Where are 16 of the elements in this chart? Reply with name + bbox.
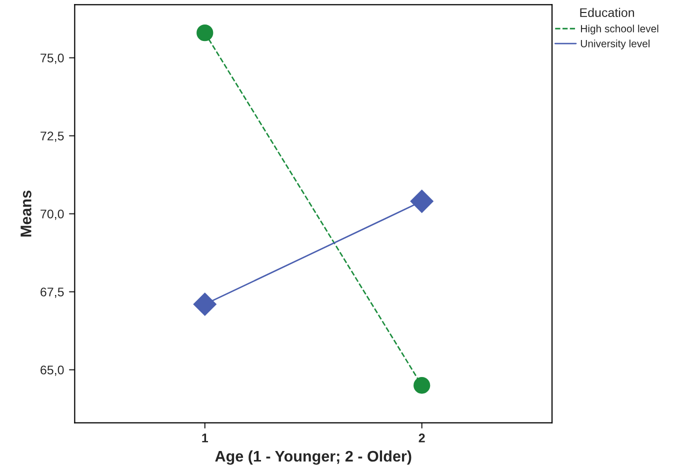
x-tick-label: 2 xyxy=(418,434,425,442)
y-tick-label: 67,5 xyxy=(40,288,64,298)
y-tick-label: 65,0 xyxy=(40,366,64,376)
point xyxy=(410,190,434,213)
y-tick-label: 75,0 xyxy=(40,54,64,64)
point xyxy=(193,292,216,316)
point xyxy=(196,24,214,42)
y-tick-label: 72,5 xyxy=(40,132,64,142)
x-axis-title: Age (1 - Younger; 2 - Older) xyxy=(215,450,412,465)
point xyxy=(414,377,430,394)
legend-title: Education xyxy=(580,8,634,18)
legend-label: University level xyxy=(580,40,650,50)
x-tick-label: 1 xyxy=(202,434,208,442)
y-tick-label: 70,0 xyxy=(40,210,64,220)
legend-label: High school level xyxy=(581,24,658,34)
y-axis-title: Means xyxy=(20,190,32,237)
